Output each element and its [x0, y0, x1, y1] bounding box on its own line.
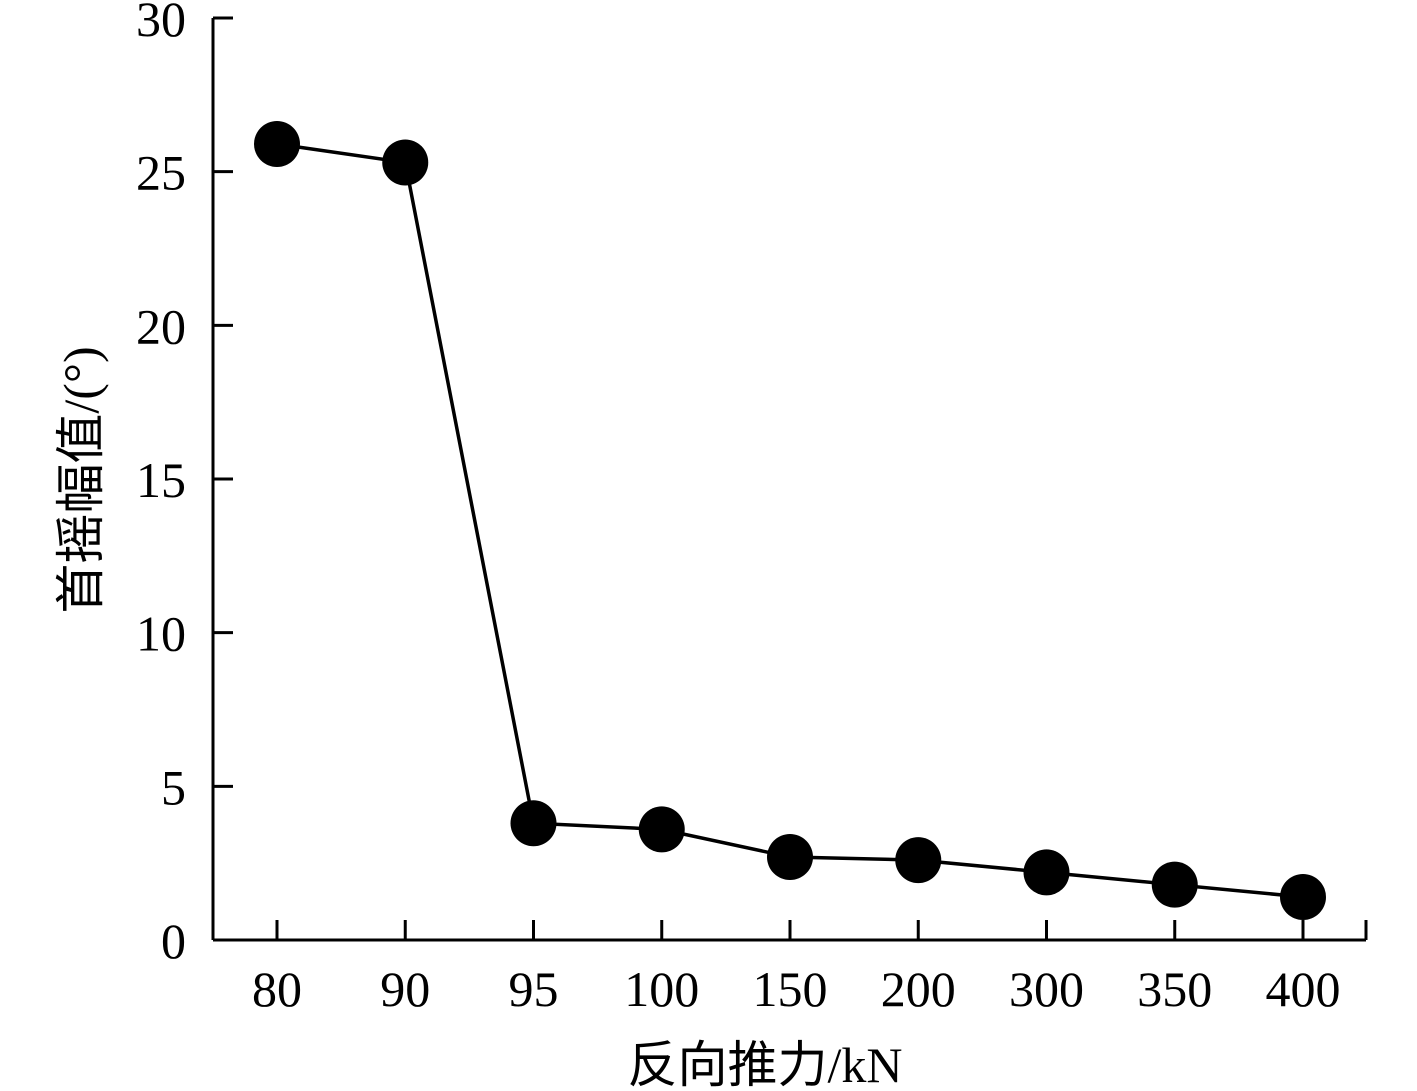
data-series: [254, 121, 1326, 920]
y-tick-label: 20: [136, 298, 186, 354]
data-point: [254, 121, 300, 168]
data-point: [767, 834, 813, 881]
x-axis-title: 反向推力/kN: [628, 1037, 903, 1091]
y-tick-label: 10: [136, 606, 186, 662]
data-point: [1023, 849, 1070, 896]
y-tick-label: 0: [161, 913, 186, 969]
x-tick-label: 400: [1266, 961, 1341, 1017]
series-line: [276, 142, 1304, 899]
y-tick-label: 30: [136, 0, 186, 47]
x-axis: 80 90 95 100 150 200 300 350 400: [213, 920, 1368, 1017]
y-tick-label: 15: [136, 452, 186, 508]
data-point: [1280, 873, 1326, 920]
data-point: [382, 139, 429, 186]
x-tick-label: 350: [1137, 961, 1212, 1017]
data-point: [895, 837, 942, 884]
data-point: [510, 800, 557, 847]
data-point: [1151, 861, 1198, 908]
y-axis-title: 首摇幅值/(°): [53, 346, 109, 613]
y-axis: 0 5 10 15 20 25 30: [136, 0, 233, 969]
y-tick-label: 25: [136, 145, 186, 201]
x-tick-label: 80: [252, 961, 302, 1017]
x-tick-label: 150: [753, 961, 828, 1017]
y-tick-label: 5: [161, 759, 186, 815]
x-tick-label: 100: [624, 961, 699, 1017]
x-tick-label: 95: [509, 961, 559, 1017]
x-tick-label: 200: [881, 961, 956, 1017]
x-tick-label: 300: [1009, 961, 1084, 1017]
data-point: [638, 806, 685, 853]
x-tick-label: 90: [380, 961, 430, 1017]
